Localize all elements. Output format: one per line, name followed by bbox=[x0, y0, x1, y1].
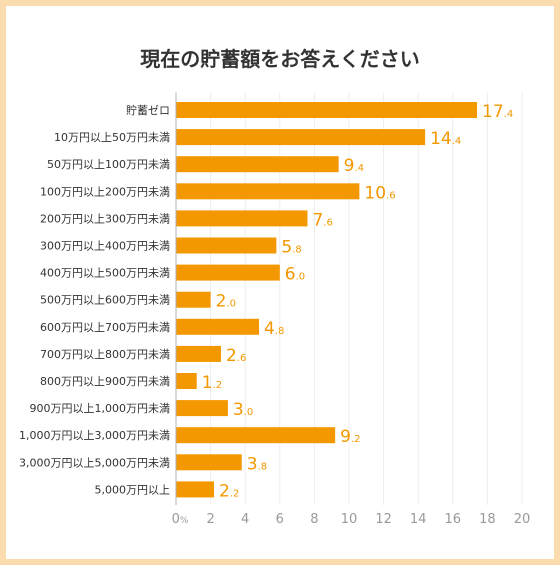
value-label: 6.0 bbox=[285, 265, 305, 285]
category-label: 800万円以上900万円未満 bbox=[40, 375, 170, 388]
chart-title: 現在の貯蓄額をお答えください bbox=[140, 47, 420, 71]
category-label: 貯蓄ゼロ bbox=[126, 104, 170, 117]
category-label: 400万円以上500万円未満 bbox=[40, 267, 170, 280]
x-tick-label: 12 bbox=[375, 512, 392, 527]
category-label: 1,000万円以上3,000万円未満 bbox=[19, 429, 170, 442]
category-label: 500万円以上600万円未満 bbox=[40, 294, 170, 307]
category-label: 700万円以上800万円未満 bbox=[40, 348, 170, 361]
bar bbox=[176, 237, 277, 254]
value-label: 3.8 bbox=[247, 454, 267, 474]
x-tick-label: 2 bbox=[206, 512, 214, 527]
value-label: 1.2 bbox=[202, 373, 222, 393]
category-label: 5,000万円以上 bbox=[95, 483, 171, 496]
category-label: 300万円以上400万円未満 bbox=[40, 240, 170, 253]
x-tick-label: 14 bbox=[410, 512, 427, 527]
bar bbox=[176, 129, 426, 146]
bar bbox=[176, 183, 360, 200]
x-tick-label: 4 bbox=[241, 512, 249, 527]
bar bbox=[176, 454, 242, 471]
x-tick-label: 18 bbox=[479, 512, 496, 527]
bar bbox=[176, 345, 221, 362]
category-label: 200万円以上300万円未満 bbox=[40, 212, 170, 225]
value-label: 17.4 bbox=[482, 102, 513, 122]
value-label: 2.0 bbox=[216, 292, 236, 312]
value-label: 14.4 bbox=[430, 129, 461, 149]
bar bbox=[176, 373, 197, 389]
bar-chart: 貯蓄ゼロ 17.4 10万円以上50万円未満 14.4 50万円以上100万円未満 9.4… bbox=[19, 92, 531, 527]
category-label: 600万円以上700万円未満 bbox=[40, 321, 170, 334]
value-label: 7.6 bbox=[312, 210, 332, 230]
category-label: 900万円以上1,000万円未満 bbox=[30, 402, 171, 415]
x-tick-label: 8 bbox=[310, 512, 318, 527]
value-label: 9.2 bbox=[340, 427, 360, 447]
value-label: 5.8 bbox=[281, 238, 301, 258]
bar bbox=[176, 102, 478, 118]
category-label: 10万円以上50万円未満 bbox=[54, 131, 170, 144]
x-tick-label: 16 bbox=[445, 512, 462, 527]
bar bbox=[176, 318, 260, 335]
bar bbox=[176, 481, 215, 498]
value-label: 9.4 bbox=[344, 156, 364, 176]
category-label: 3,000万円以上5,000万円未満 bbox=[19, 456, 170, 469]
bar bbox=[176, 400, 228, 417]
x-tick-label: 20 bbox=[514, 512, 531, 527]
bar bbox=[176, 264, 280, 281]
chart-card: 現在の貯蓄額をお答えください 貯蓄ゼロ 17.4 10万円以上50万円未満 14.4 5… bbox=[6, 6, 554, 559]
value-label: 3.0 bbox=[233, 400, 253, 420]
value-label: 2.6 bbox=[226, 346, 246, 366]
x-tick-label: 0% bbox=[172, 512, 189, 527]
bar bbox=[176, 291, 211, 308]
x-tick-label: 10 bbox=[341, 512, 358, 527]
x-tick-label: 6 bbox=[276, 512, 284, 527]
value-label: 2.2 bbox=[219, 481, 239, 501]
bar bbox=[176, 156, 339, 173]
category-label: 50万円以上100万円未満 bbox=[47, 158, 170, 171]
value-label: 4.8 bbox=[264, 319, 284, 339]
value-label: 10.6 bbox=[364, 183, 395, 203]
bar bbox=[176, 210, 308, 227]
category-label: 100万円以上200万円未満 bbox=[40, 185, 170, 198]
bar bbox=[176, 427, 336, 444]
